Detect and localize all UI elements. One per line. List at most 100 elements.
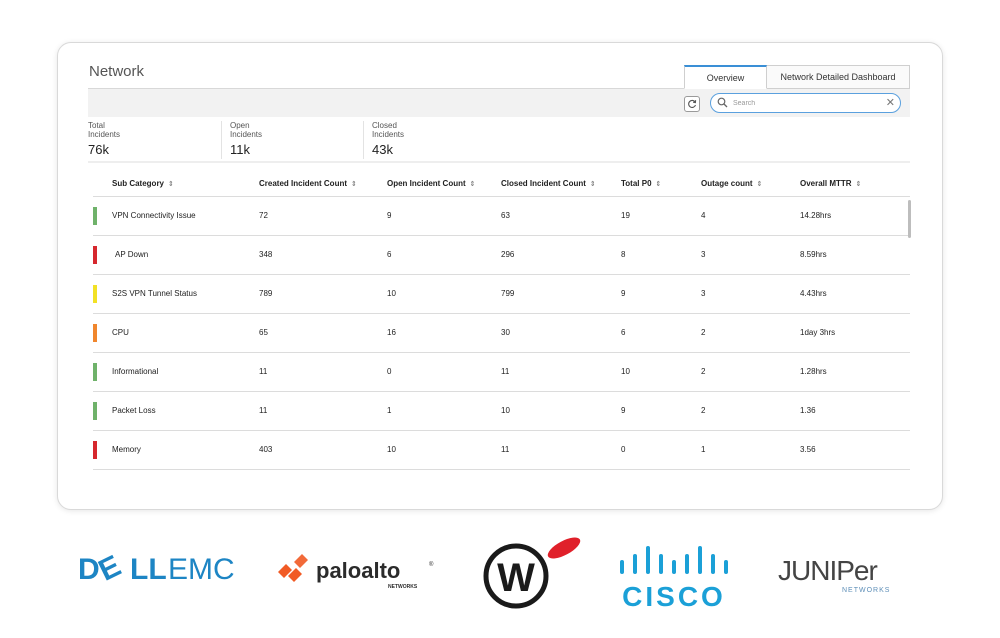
tab-overview[interactable]: Overview [684, 65, 767, 89]
incident-table: Sub Category ⇕ Created Incident Count ⇕ Op… [93, 171, 910, 470]
network-panel: Network Overview Network Detailed Dashbo… [57, 42, 943, 510]
stat-divider [363, 121, 364, 159]
table-row[interactable]: Informational 11 0 11 10 2 1.28hrs [93, 352, 910, 392]
juniper-logo: JUNIPer NETWORKS [778, 555, 890, 594]
paloalto-networks-text: NETWORKS [388, 584, 418, 590]
search-icon [717, 97, 728, 108]
table-row[interactable]: AP Down 348 6 296 8 3 8.59hrs [93, 235, 910, 275]
watchguard-logo: W [483, 537, 581, 609]
sort-icon[interactable]: ⇕ [469, 180, 476, 188]
juniper-text: JUNIPer [778, 555, 877, 586]
sub-category-cell: Packet Loss [112, 391, 259, 431]
stat-open-incidents: Open Incidents 11k [230, 121, 262, 161]
tab-network-detailed-dashboard[interactable]: Network Detailed Dashboard [767, 65, 910, 89]
open-count-cell: 10 [387, 430, 501, 470]
total-p0-cell: 19 [621, 196, 701, 236]
table-row[interactable]: Packet Loss 11 1 10 9 2 1.36 [93, 391, 910, 431]
sort-icon[interactable]: ⇕ [351, 180, 357, 188]
created-count-cell: 65 [259, 313, 387, 353]
sort-icon[interactable]: ⇕ [168, 180, 174, 188]
paloalto-mark-icon [278, 554, 308, 582]
total-p0-cell: 9 [621, 274, 701, 314]
sort-icon[interactable]: ⇕ [655, 180, 662, 188]
status-indicator [93, 206, 97, 225]
juniper-networks-text: NETWORKS [842, 587, 890, 594]
open-count-cell: 6 [387, 235, 501, 275]
status-cell [93, 430, 112, 470]
column-header-overall-mttr[interactable]: Overall MTTR ⇕ [800, 171, 910, 197]
outage-count-cell: 3 [701, 274, 800, 314]
outage-count-cell: 4 [701, 196, 800, 236]
open-count-cell: 10 [387, 274, 501, 314]
stat-value: 76k [88, 142, 109, 157]
open-count-cell: 16 [387, 313, 501, 353]
close-icon[interactable]: ✕ [885, 97, 895, 109]
outage-count-cell: 1 [701, 430, 800, 470]
dell-emc-logo: D E LL EMC [78, 550, 235, 586]
stat-closed-incidents: Closed Incidents 43k [372, 121, 404, 161]
paloalto-logo: paloalto ® NETWORKS [278, 554, 434, 590]
overall-mttr-cell: 8.59hrs [800, 235, 910, 275]
stat-label: Closed Incidents [372, 121, 405, 139]
sort-icon[interactable]: ⇕ [589, 180, 596, 188]
closed-count-cell: 799 [501, 274, 621, 314]
status-indicator [93, 440, 97, 459]
cisco-text: CISCO [622, 581, 726, 610]
table-row[interactable]: Memory 403 10 11 0 1 3.56 [93, 430, 910, 470]
created-count-cell: 11 [259, 352, 387, 392]
column-header-created-incident-count[interactable]: Created Incident Count ⇕ [259, 171, 387, 197]
status-cell [93, 274, 112, 314]
column-header-total-p0[interactable]: Total P0 ⇕ [621, 171, 701, 197]
table-row[interactable]: CPU 65 16 30 6 2 1day 3hrs [93, 313, 910, 353]
sort-icon[interactable]: ⇕ [756, 180, 763, 188]
column-header-outage-count[interactable]: Outage count ⇕ [701, 171, 800, 197]
search-input[interactable] [733, 96, 883, 110]
dell-letters-ll: LL [130, 553, 167, 586]
sub-category-cell: CPU [112, 313, 259, 353]
created-count-cell: 11 [259, 391, 387, 431]
tab-bar: Overview Network Detailed Dashboard [684, 65, 910, 89]
status-indicator [93, 362, 97, 381]
cisco-logo: CISCO [620, 546, 728, 610]
status-indicator [93, 245, 97, 264]
sub-category-cell: S2S VPN Tunnel Status [112, 274, 259, 314]
overall-mttr-cell: 1.28hrs [800, 352, 910, 392]
refresh-button[interactable] [684, 96, 700, 112]
sort-icon[interactable]: ⇕ [855, 180, 862, 188]
table-row[interactable]: S2S VPN Tunnel Status 789 10 799 9 3 4.43hrs [93, 274, 910, 314]
status-cell [93, 391, 112, 431]
total-p0-cell: 8 [621, 235, 701, 275]
stat-divider [221, 121, 222, 159]
closed-count-cell: 11 [501, 352, 621, 392]
column-header-open-incident-count[interactable]: Open Incident Count ⇕ [387, 171, 501, 197]
status-column-header [93, 171, 112, 197]
paloalto-registered-mark: ® [429, 561, 434, 568]
stat-label: Total Incidents [88, 121, 121, 139]
partner-logos: D E LL EMC paloalto ® NETWORKS W [0, 520, 1000, 638]
status-cell [93, 352, 112, 392]
outage-count-cell: 2 [701, 352, 800, 392]
closed-count-cell: 63 [501, 196, 621, 236]
overall-mttr-cell: 1.36 [800, 391, 910, 431]
overall-mttr-cell: 4.43hrs [800, 274, 910, 314]
open-count-cell: 0 [387, 352, 501, 392]
outage-count-cell: 2 [701, 313, 800, 353]
total-p0-cell: 6 [621, 313, 701, 353]
search-box[interactable]: ✕ [710, 93, 901, 113]
status-indicator [93, 401, 97, 420]
open-count-cell: 9 [387, 196, 501, 236]
cisco-bars-icon [620, 546, 728, 574]
panel-title: Network [89, 63, 145, 80]
table-scrollbar[interactable] [908, 200, 911, 238]
overall-mttr-cell: 14.28hrs [800, 196, 910, 236]
created-count-cell: 348 [259, 235, 387, 275]
table-row[interactable]: VPN Connectivity Issue 72 9 63 19 4 14.28hrs [93, 196, 910, 236]
overall-mttr-cell: 3.56 [800, 430, 910, 470]
total-p0-cell: 10 [621, 352, 701, 392]
closed-count-cell: 11 [501, 430, 621, 470]
stat-label: Open Incidents [230, 121, 263, 139]
open-count-cell: 1 [387, 391, 501, 431]
column-header-closed-incident-count[interactable]: Closed Incident Count ⇕ [501, 171, 621, 197]
column-header-sub-category[interactable]: Sub Category ⇕ [112, 171, 259, 197]
table-header-row: Sub Category ⇕ Created Incident Count ⇕ Op… [93, 171, 910, 197]
